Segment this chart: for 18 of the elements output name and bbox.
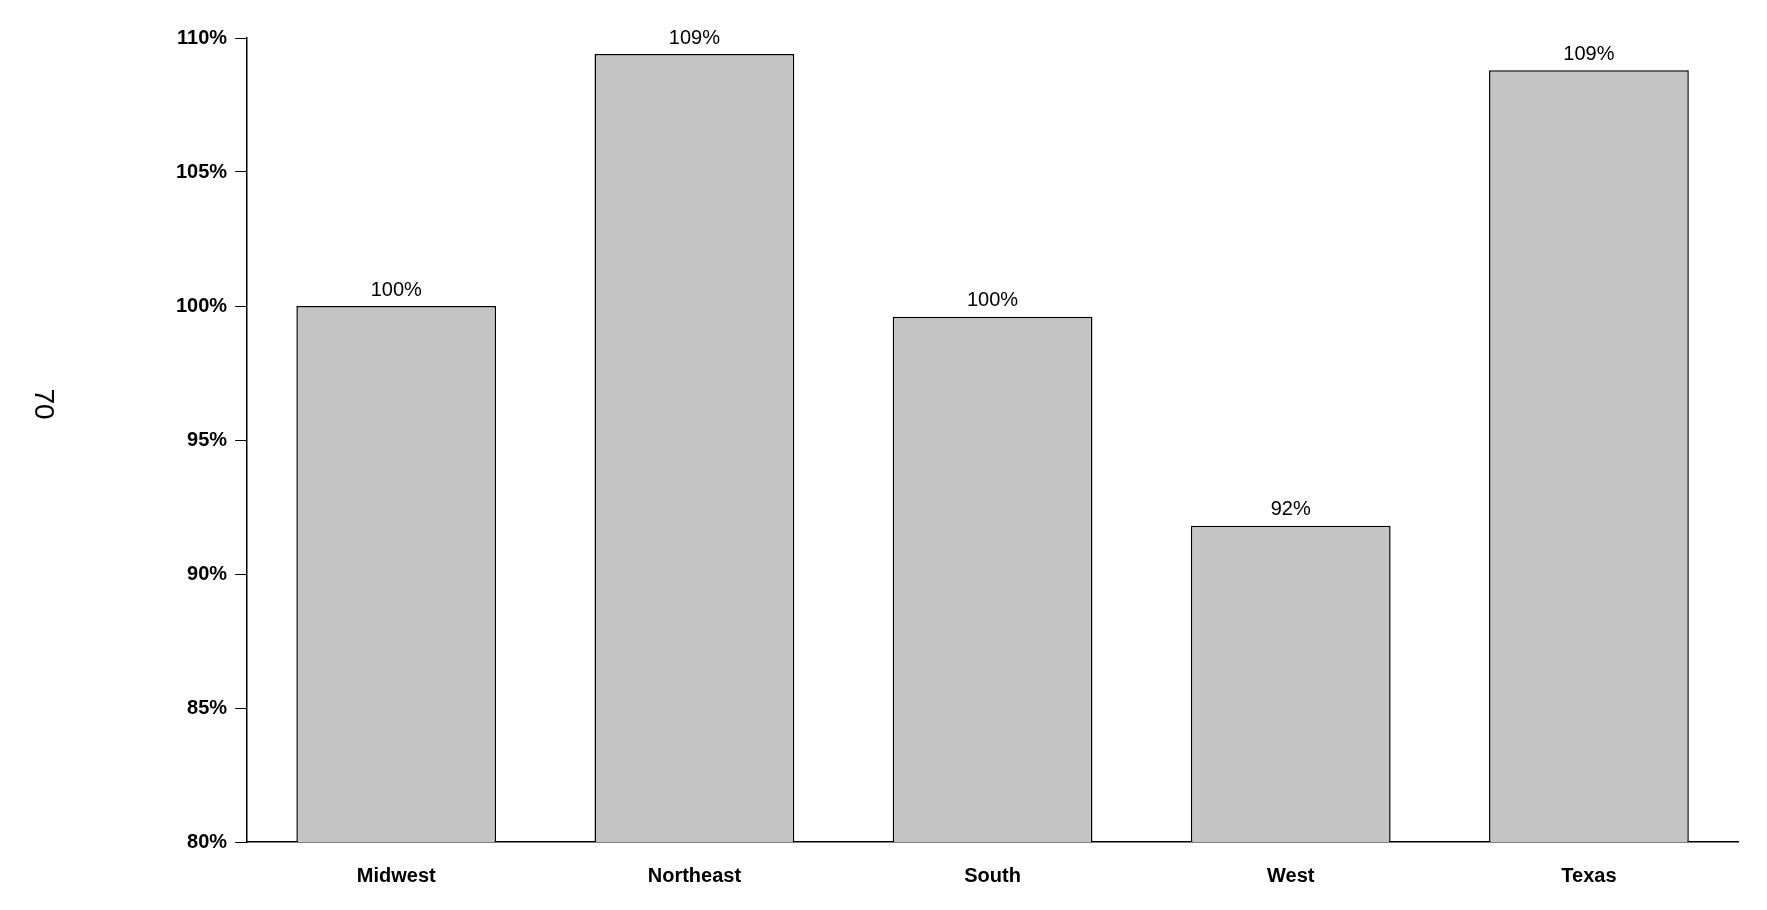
y-tick-label: 90% [187,561,228,584]
data-label: 92% [1270,497,1311,520]
y-tick-label: 85% [187,695,228,718]
y-tick-label: 110% [177,25,228,48]
x-tick-label: South [964,863,1021,886]
text: 70 [27,388,60,420]
y-tick-label: 105% [176,159,228,182]
data-label: 109% [1563,41,1615,64]
x-tick-label: Northeast [647,863,742,886]
x-tick-label: West [1267,863,1315,886]
y-tick-label: 100% [176,293,228,316]
data-label: 100% [967,288,1019,311]
y-tick-label: 95% [187,427,228,450]
data-label: 109% [668,25,721,48]
x-tick-label: Texas [1561,863,1617,886]
y-tick-label: 80% [187,829,228,852]
x-tick-label: Midwest [356,863,437,886]
data-label: 100% [370,277,423,300]
